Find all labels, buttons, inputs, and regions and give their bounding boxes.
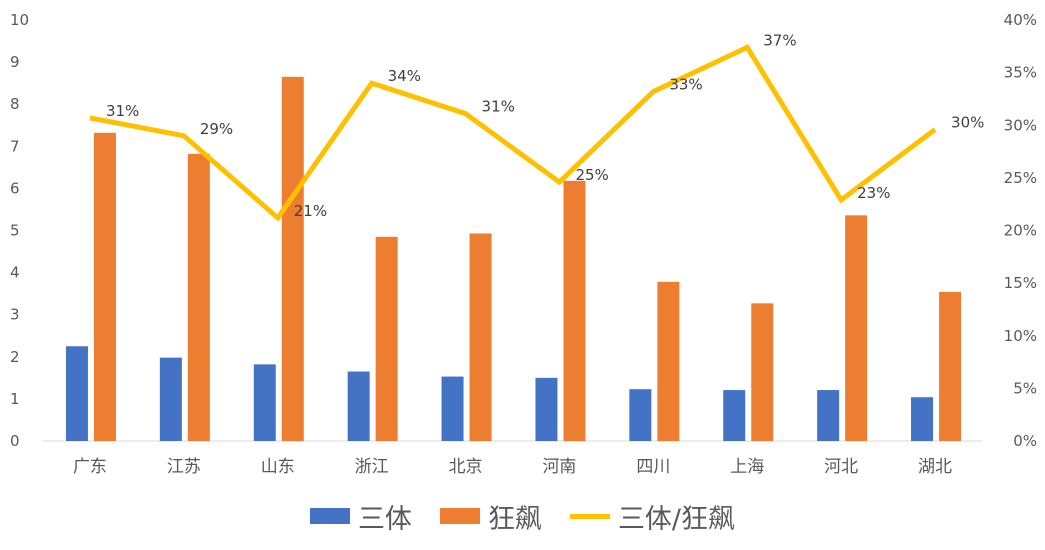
left-tick-label: 8 bbox=[10, 95, 20, 113]
category-label: 浙江 bbox=[355, 457, 389, 477]
bar-santi bbox=[253, 364, 276, 441]
bar-santi bbox=[159, 357, 182, 441]
bar-group bbox=[65, 76, 962, 442]
ratio-data-label: 37% bbox=[763, 31, 796, 49]
ratio-data-label: 30% bbox=[951, 113, 984, 131]
ratio-line-group bbox=[89, 44, 937, 222]
right-y-axis: 0% 5% 10% 15% 20% 25% 30% 35% 40% bbox=[1004, 11, 1037, 450]
bar-santi bbox=[629, 389, 652, 441]
category-label: 山东 bbox=[261, 457, 295, 477]
bar-santi bbox=[441, 376, 464, 441]
ratio-data-label: 31% bbox=[482, 98, 515, 116]
left-tick-label: 5 bbox=[10, 222, 20, 240]
bar-santi bbox=[911, 397, 934, 441]
category-label: 河南 bbox=[542, 457, 576, 477]
ratio-data-label: 29% bbox=[200, 120, 233, 138]
legend-label-kuangbiao: 狂飙 bbox=[487, 503, 542, 535]
ratio-line bbox=[89, 44, 937, 222]
legend: 三体 狂飙 三体/狂飙 bbox=[0, 496, 1045, 536]
legend-item-santi[interactable]: 三体 bbox=[309, 497, 412, 536]
right-tick-label: 35% bbox=[1004, 64, 1037, 82]
combo-chart: 0 1 2 3 4 5 6 7 8 9 10 0% 5% 10% 15% 20% 25% 30% 35% 40% 3… bbox=[10, 11, 1037, 477]
category-label: 四川 bbox=[636, 457, 670, 477]
category-axis: 广东 江苏 山东 浙江 北京 河南 四川 上海 河北 湖北 bbox=[73, 457, 952, 477]
bar-santi bbox=[723, 390, 746, 441]
left-tick-label: 0 bbox=[10, 432, 20, 450]
bar-kuangbiao bbox=[939, 291, 962, 441]
right-tick-label: 25% bbox=[1004, 169, 1037, 187]
data-label-group: 31% 29% 21% 34% 31% 25% 33% 37% 23% 30% bbox=[106, 31, 984, 220]
legend-swatch-ratio bbox=[569, 513, 610, 519]
category-label: 广东 bbox=[73, 457, 107, 477]
bar-kuangbiao bbox=[187, 153, 210, 442]
bar-kuangbiao bbox=[751, 303, 774, 441]
legend-swatch-kuangbiao bbox=[439, 508, 480, 524]
left-tick-label: 1 bbox=[10, 390, 20, 408]
right-tick-label: 30% bbox=[1004, 116, 1037, 134]
right-tick-label: 15% bbox=[1004, 274, 1037, 292]
legend-label-santi: 三体 bbox=[357, 503, 412, 535]
ratio-data-label: 33% bbox=[669, 76, 702, 94]
bar-santi bbox=[65, 346, 88, 441]
left-tick-label: 2 bbox=[10, 348, 20, 366]
bar-santi bbox=[535, 377, 558, 441]
category-label: 北京 bbox=[449, 457, 483, 477]
right-tick-label: 40% bbox=[1004, 11, 1037, 29]
bar-kuangbiao bbox=[375, 236, 398, 441]
category-label: 河北 bbox=[824, 457, 858, 477]
right-tick-label: 0% bbox=[1013, 432, 1037, 450]
right-tick-label: 10% bbox=[1004, 327, 1037, 345]
ratio-data-label: 31% bbox=[106, 102, 139, 120]
bar-santi bbox=[347, 371, 370, 441]
bar-kuangbiao bbox=[845, 215, 868, 441]
bar-kuangbiao bbox=[93, 132, 116, 441]
bar-kuangbiao bbox=[563, 180, 586, 441]
ratio-data-label: 21% bbox=[294, 202, 327, 220]
left-tick-label: 9 bbox=[10, 53, 20, 71]
bar-kuangbiao bbox=[657, 281, 680, 441]
ratio-data-label: 25% bbox=[575, 166, 608, 184]
left-tick-label: 10 bbox=[10, 11, 29, 29]
category-label: 湖北 bbox=[918, 457, 952, 477]
right-tick-label: 20% bbox=[1004, 222, 1037, 240]
legend-swatch-santi bbox=[309, 508, 350, 524]
legend-item-kuangbiao[interactable]: 狂飙 bbox=[439, 497, 542, 536]
left-tick-label: 4 bbox=[10, 264, 20, 282]
left-tick-label: 3 bbox=[10, 306, 20, 324]
bar-kuangbiao bbox=[281, 76, 304, 442]
legend-item-ratio[interactable]: 三体/狂飙 bbox=[569, 497, 736, 536]
ratio-data-label: 34% bbox=[388, 67, 421, 85]
left-y-axis: 0 1 2 3 4 5 6 7 8 9 10 bbox=[10, 11, 29, 450]
bar-kuangbiao bbox=[469, 233, 492, 441]
legend-label-ratio: 三体/狂飙 bbox=[617, 503, 736, 535]
bar-santi bbox=[817, 390, 840, 441]
category-label: 江苏 bbox=[167, 457, 201, 477]
left-tick-label: 7 bbox=[10, 137, 20, 155]
ratio-data-label: 23% bbox=[857, 184, 890, 202]
left-tick-label: 6 bbox=[10, 179, 20, 197]
category-label: 上海 bbox=[730, 457, 764, 477]
right-tick-label: 5% bbox=[1013, 379, 1037, 397]
